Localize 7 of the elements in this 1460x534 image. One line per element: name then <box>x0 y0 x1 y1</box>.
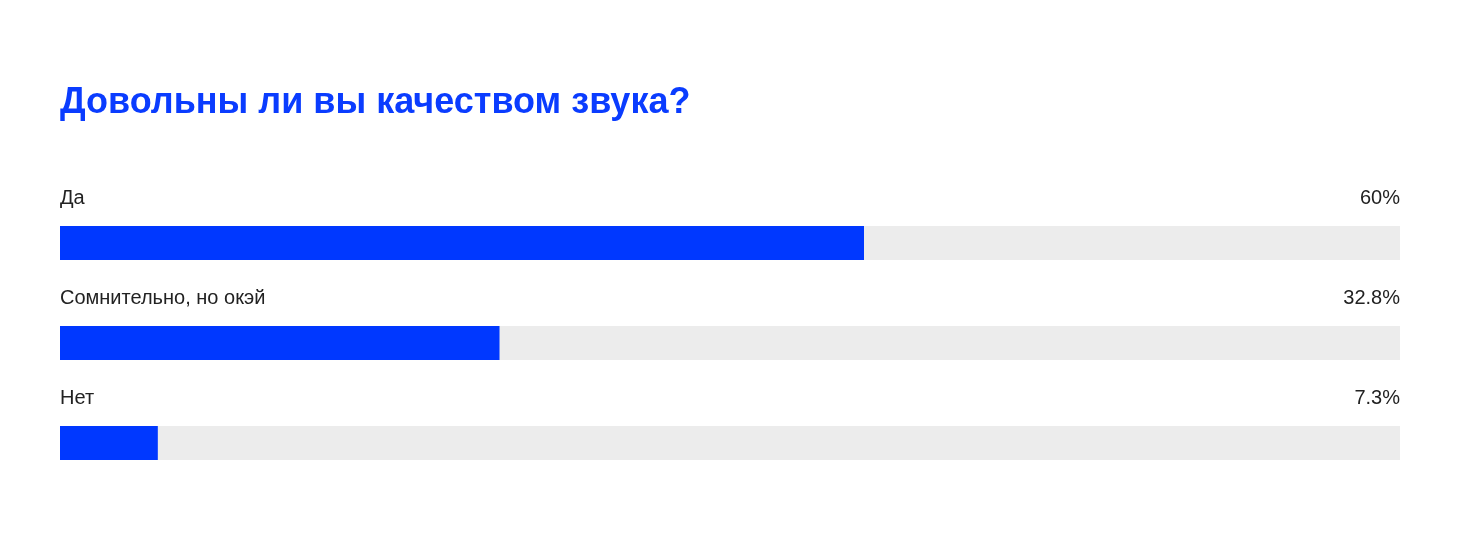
data-label: 60% <box>1359 186 1401 208</box>
y-tick-label: Да <box>60 186 86 208</box>
chart-title: Довольны ли вы качеством звука? <box>60 80 691 122</box>
y-tick-label: Сомнительно, но окэй <box>60 286 266 308</box>
data-label: 7.3% <box>1354 386 1401 408</box>
y-tick-label: Нет <box>60 386 95 408</box>
data-label: 32.8% <box>1343 286 1401 308</box>
